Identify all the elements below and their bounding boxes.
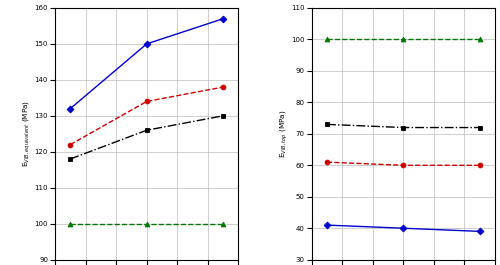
Y-axis label: E$_{VIB, equivalent}$ (MPa): E$_{VIB, equivalent}$ (MPa) [22, 100, 33, 167]
Y-axis label: E$_{VIB,top}$ (MPa): E$_{VIB,top}$ (MPa) [278, 109, 290, 158]
